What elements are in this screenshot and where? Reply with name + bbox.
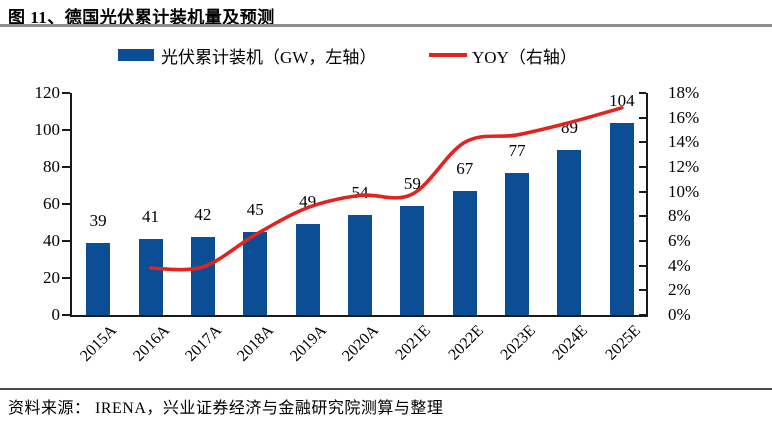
x-axis-line	[70, 315, 648, 317]
right-axis-tick	[639, 92, 646, 94]
bar	[400, 205, 425, 315]
bar	[295, 224, 320, 315]
right-axis-label: 16%	[668, 107, 700, 127]
yoy-line-chart	[148, 106, 624, 272]
right-axis-label: 8%	[668, 206, 691, 226]
y-axis-tick	[62, 314, 70, 316]
y-axis-label: 20	[43, 268, 60, 287]
figure-title: 图 11、德国光伏累计装机量及预测	[8, 8, 275, 27]
bar-value-label: 39	[89, 210, 107, 230]
right-axis-label: 0%	[668, 305, 691, 324]
right-axis-tick	[639, 289, 646, 292]
x-axis-label: 2023E	[497, 322, 540, 364]
x-axis-label: 2024E	[549, 322, 592, 364]
y-axis-tick	[62, 166, 70, 168]
right-axis-tick	[639, 314, 646, 316]
y-axis-label: 60	[43, 194, 60, 213]
x-axis-label: 2018A	[234, 322, 278, 365]
right-axis-label: 4%	[668, 255, 691, 275]
bar-value-label: 45	[246, 199, 264, 219]
yoy-line	[148, 106, 624, 272]
bar	[348, 215, 372, 315]
bar	[505, 172, 530, 315]
x-axis-label: 2017A	[182, 322, 225, 365]
right-axis-tick	[639, 264, 646, 267]
y-axis-tick	[62, 129, 70, 131]
x-axis-label: 2016A	[129, 322, 173, 365]
x-axis-label: 2015A	[77, 322, 121, 365]
bar-value-label: 59	[403, 173, 421, 193]
legend-label-installed-capacity: 光伏累计装机（GW，左轴）	[161, 47, 377, 67]
bar	[190, 237, 215, 315]
legend-item-installed-capacity: 光伏累计装机（GW，左轴）	[118, 44, 377, 67]
right-axis-label: 6%	[668, 231, 691, 250]
y-axis-label: 80	[43, 157, 60, 176]
y-axis-tick	[62, 240, 70, 242]
right-axis-label: 18%	[668, 83, 700, 102]
bar	[452, 191, 477, 315]
right-axis-tick	[639, 141, 646, 144]
footer-divider	[0, 388, 772, 390]
y-axis-line-right	[646, 93, 648, 317]
bar	[609, 122, 634, 315]
title-divider	[0, 24, 772, 27]
bar	[243, 231, 268, 315]
bar	[557, 150, 582, 315]
y-axis-line-left	[70, 93, 72, 317]
y-axis-tick	[62, 277, 70, 279]
bar	[86, 242, 111, 315]
right-axis-tick	[639, 166, 646, 168]
data-source-note: 资料来源： IRENA，兴业证券经济与金融研究院测算与整理	[8, 400, 444, 417]
y-axis-label: 100	[34, 120, 61, 139]
bar-value-label: 42	[194, 205, 212, 225]
line-series-swatch-icon	[429, 53, 467, 57]
y-axis-label: 120	[34, 83, 61, 102]
x-axis-label: 2022E	[445, 322, 487, 364]
y-axis-tick	[62, 203, 70, 205]
right-axis-label: 14%	[668, 132, 700, 152]
x-axis-label: 2025E	[602, 322, 644, 364]
bar-series-swatch-icon	[118, 49, 154, 61]
legend-item-yoy: YOY（右轴）	[429, 44, 577, 67]
bar-value-label: 104	[609, 90, 635, 110]
bar-value-label: 41	[142, 207, 160, 227]
bar-value-label: 67	[456, 159, 474, 179]
right-axis-label: 2%	[668, 280, 691, 300]
x-axis-label: 2019A	[286, 322, 330, 365]
x-axis-label: 2021E	[392, 322, 435, 364]
right-axis-tick	[639, 116, 646, 119]
legend-label-yoy: YOY（右轴）	[472, 47, 577, 67]
right-axis-label: 10%	[668, 181, 700, 201]
y-axis-tick	[62, 92, 70, 94]
bar	[138, 239, 163, 315]
right-axis-label: 12%	[668, 157, 700, 176]
x-axis-label: 2020A	[339, 322, 383, 365]
y-axis-label: 40	[43, 231, 60, 250]
right-axis-tick	[639, 240, 646, 242]
right-axis-tick	[639, 190, 646, 193]
y-axis-label: 0	[51, 305, 61, 324]
right-axis-tick	[639, 215, 646, 218]
bar-value-label: 77	[508, 140, 526, 160]
